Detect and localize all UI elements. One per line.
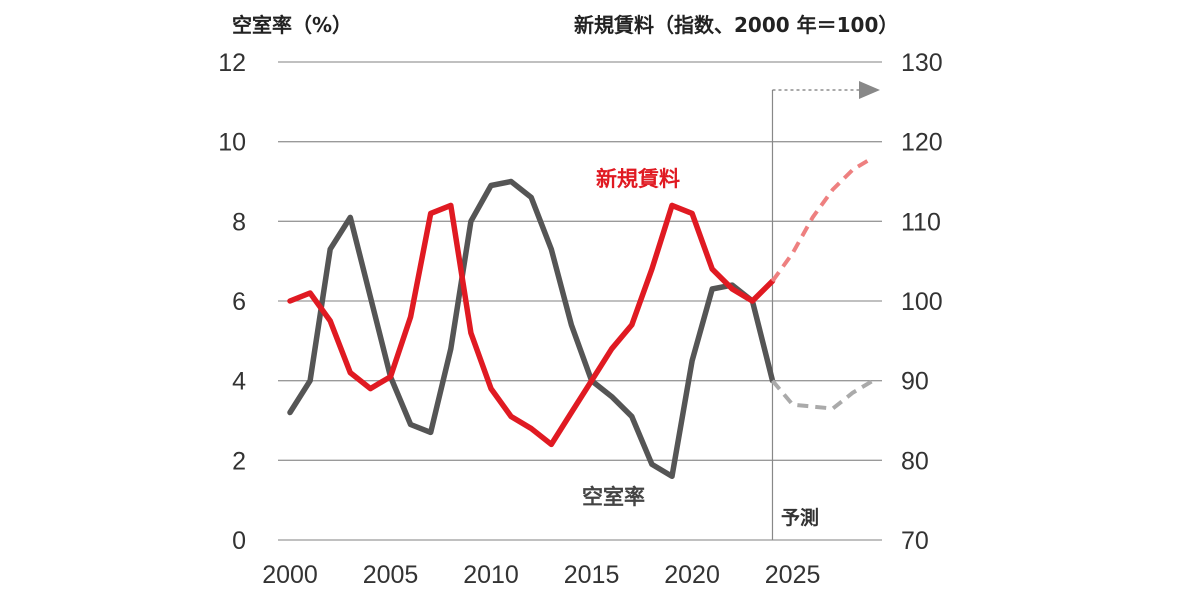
forecast-label: 予測 — [781, 506, 819, 529]
x-tick-label: 2000 — [262, 561, 318, 589]
series-lines — [287, 155, 875, 480]
right-tick-label: 120 — [901, 129, 943, 157]
x-tick-label: 2015 — [564, 561, 620, 589]
x-tick-label: 2025 — [765, 561, 821, 589]
forecast-arrow-head — [859, 81, 880, 99]
x-tick-label: 2010 — [463, 561, 519, 589]
left-tick-label: 4 — [232, 368, 246, 396]
right-tick-label: 100 — [901, 288, 943, 316]
left-tick-label: 2 — [232, 447, 246, 475]
right-tick-label: 110 — [901, 208, 941, 236]
forecast-line-vacancy — [770, 378, 875, 411]
left-tick-label: 8 — [232, 208, 246, 236]
left-tick-label: 6 — [232, 288, 246, 316]
right-tick-label: 80 — [901, 447, 929, 475]
series-label-vacancy: 空室率 — [582, 485, 645, 509]
left-tick-label: 0 — [232, 527, 246, 555]
right-tick-label: 130 — [901, 49, 943, 77]
tick-labels: 0 70 2 80 4 90 6 100 8 110 10 120 12 130 2000 2005 2010 2… — [218, 49, 943, 589]
series-label-rent: 新規賃料 — [596, 167, 680, 191]
right-axis-title: 新規賃料（指数、2000 年＝100） — [574, 13, 898, 37]
series-line-rent — [287, 202, 776, 448]
forecast-marker — [771, 81, 880, 540]
forecast-line-rent — [770, 155, 875, 283]
left-tick-label: 10 — [218, 129, 246, 157]
right-tick-label: 70 — [901, 527, 929, 555]
x-tick-label: 2005 — [363, 561, 419, 589]
x-tick-label: 2020 — [664, 561, 720, 589]
right-tick-label: 90 — [901, 368, 929, 396]
left-axis-title: 空室率（%） — [232, 13, 352, 37]
series-line-vacancy — [287, 178, 776, 480]
left-tick-label: 12 — [218, 49, 246, 77]
